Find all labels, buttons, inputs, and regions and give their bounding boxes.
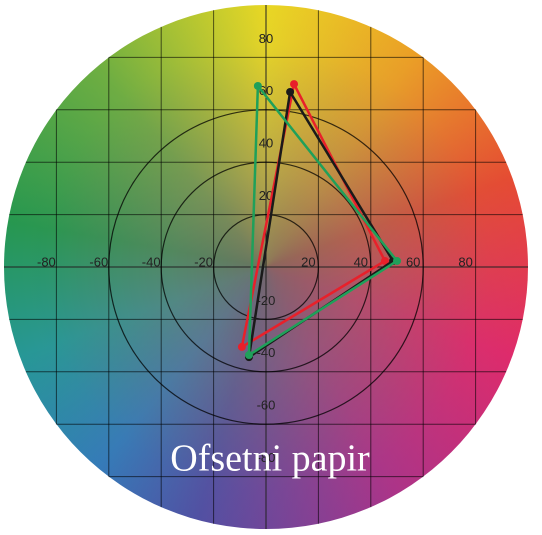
series-polygon: [247, 82, 399, 358]
annotation: Ofsetni papir: [170, 438, 370, 480]
vertex: [286, 87, 295, 96]
y-tick-label: 60: [259, 83, 273, 98]
vertex: [244, 351, 253, 360]
y-tick-label: -80: [257, 450, 276, 465]
x-tick-label: 20: [301, 254, 315, 269]
series-polygon: [247, 88, 395, 360]
y-tick-label: 40: [259, 136, 273, 151]
x-tick-label: 40: [354, 254, 368, 269]
x-tick-label: 60: [406, 254, 420, 269]
x-tick-label: -80: [37, 254, 56, 269]
y-tick-label: 20: [259, 188, 273, 203]
vertex: [380, 256, 389, 265]
y-tick-label: 80: [259, 31, 273, 46]
vertex: [393, 256, 401, 265]
vertex: [237, 342, 246, 351]
x-tick-label: -20: [194, 254, 213, 269]
x-tick-label: -40: [142, 254, 161, 269]
y-tick-label: -60: [257, 398, 276, 413]
vertex: [253, 81, 262, 90]
y-tick-label: -20: [257, 293, 276, 308]
x-tick-label: 80: [458, 254, 472, 269]
x-tick-label: -60: [89, 254, 108, 269]
vertex: [290, 80, 299, 89]
